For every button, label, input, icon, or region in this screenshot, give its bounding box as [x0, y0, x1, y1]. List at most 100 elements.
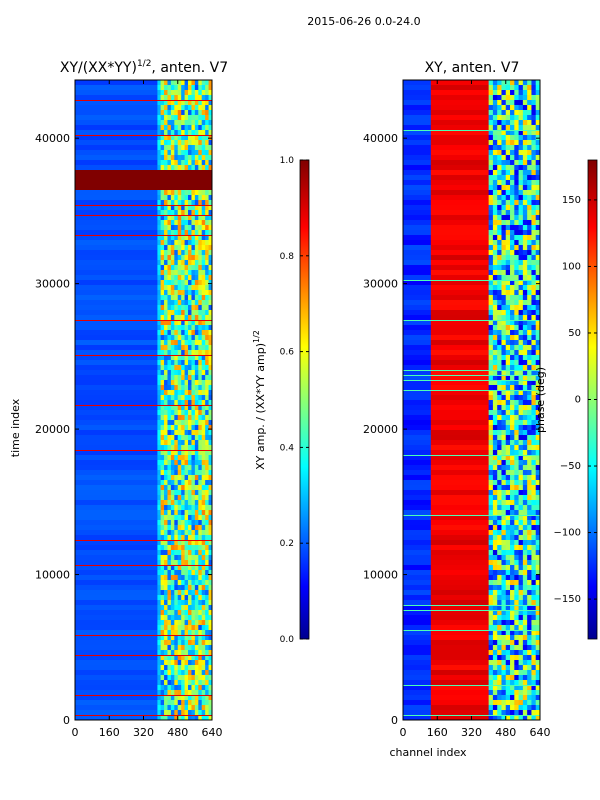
heat-cell	[518, 435, 524, 441]
heat-cell	[164, 245, 168, 251]
heat-cell	[514, 365, 520, 371]
heat-cell	[488, 175, 494, 181]
heat-cell	[505, 645, 511, 651]
heat-cell	[527, 320, 532, 326]
heat-cell	[505, 305, 511, 311]
heat-cell	[510, 645, 515, 651]
heat-cell	[505, 405, 511, 411]
flagged-row	[75, 565, 212, 566]
heat-cell	[157, 310, 162, 316]
heat-cell	[201, 595, 206, 601]
heat-cell	[492, 220, 498, 226]
flagged-row	[403, 715, 540, 716]
heat-cell	[208, 590, 212, 596]
heat-cell	[492, 520, 498, 526]
heat-cell	[177, 470, 182, 476]
flagged-row	[75, 355, 212, 356]
heat-cell	[501, 175, 507, 181]
heat-cell	[201, 435, 206, 441]
heat-cell	[514, 270, 520, 276]
heat-cell	[497, 620, 502, 626]
heat-cell	[531, 260, 537, 266]
heat-cell	[535, 695, 540, 701]
heat-cell	[184, 670, 189, 676]
heat-cell	[177, 295, 182, 301]
heat-cell	[535, 425, 540, 431]
heat-cell	[535, 360, 540, 366]
heat-cell	[167, 560, 172, 566]
heat-cell	[170, 520, 175, 526]
heat-cell	[188, 145, 192, 151]
heat-cell	[403, 570, 432, 576]
heat-cell	[488, 410, 494, 416]
heat-cell	[527, 245, 532, 251]
heat-cell	[497, 640, 502, 646]
heat-cell	[403, 360, 432, 366]
heat-cell	[514, 585, 520, 591]
heat-cell	[510, 435, 515, 441]
heat-cell	[518, 200, 524, 206]
heat-cell	[492, 265, 498, 271]
heat-cell	[522, 310, 528, 316]
heat-cell	[522, 95, 528, 101]
heat-cell	[198, 635, 203, 641]
heat-cell	[522, 480, 528, 486]
heat-cell	[184, 235, 189, 241]
heat-cell	[201, 655, 206, 661]
heat-cell	[430, 715, 490, 720]
heat-cell	[184, 240, 189, 246]
heat-cell	[177, 380, 182, 386]
heat-cell	[531, 645, 537, 651]
heat-cell	[167, 625, 172, 631]
heat-cell	[75, 445, 158, 451]
heat-cell	[160, 435, 165, 441]
heat-cell	[510, 100, 515, 106]
heat-cell	[430, 485, 490, 491]
heat-cell	[198, 345, 203, 351]
heat-cell	[518, 265, 524, 271]
heat-cell	[430, 605, 490, 611]
heat-cell	[531, 615, 537, 621]
heat-cell	[492, 355, 498, 361]
heat-cell	[184, 435, 189, 441]
heat-cell	[170, 240, 175, 246]
heat-cell	[510, 180, 515, 186]
heat-cell	[157, 440, 162, 446]
heat-cell	[75, 175, 212, 181]
heat-cell	[430, 510, 490, 516]
heat-cell	[535, 350, 540, 356]
heat-cell	[522, 435, 528, 441]
heat-cell	[527, 705, 532, 711]
heat-cell	[174, 345, 179, 351]
heat-cell	[527, 360, 532, 366]
heat-cell	[198, 560, 203, 566]
heat-cell	[198, 535, 203, 541]
heat-cell	[198, 275, 203, 281]
heat-cell	[160, 315, 165, 321]
heat-cell	[510, 525, 515, 531]
heat-cell	[205, 130, 210, 136]
heat-cell	[167, 125, 172, 131]
heat-cell	[527, 520, 532, 526]
heat-cell	[205, 320, 210, 326]
heat-cell	[184, 380, 189, 386]
heat-cell	[205, 80, 210, 86]
heat-cell	[501, 420, 507, 426]
heat-cell	[505, 140, 511, 146]
heat-cell	[510, 80, 515, 86]
heat-cell	[164, 625, 168, 631]
heat-cell	[170, 345, 175, 351]
heat-cell	[501, 665, 507, 671]
heat-cell	[522, 80, 528, 86]
heat-cell	[505, 480, 511, 486]
heat-cell	[510, 365, 515, 371]
heat-cell	[514, 345, 520, 351]
heat-cell	[505, 520, 511, 526]
heat-cell	[518, 230, 524, 236]
heat-cell	[403, 250, 432, 256]
heat-cell	[167, 375, 172, 381]
heat-cell	[510, 380, 515, 386]
heat-cell	[160, 245, 165, 251]
heat-cell	[160, 660, 165, 666]
heat-cell	[177, 615, 182, 621]
